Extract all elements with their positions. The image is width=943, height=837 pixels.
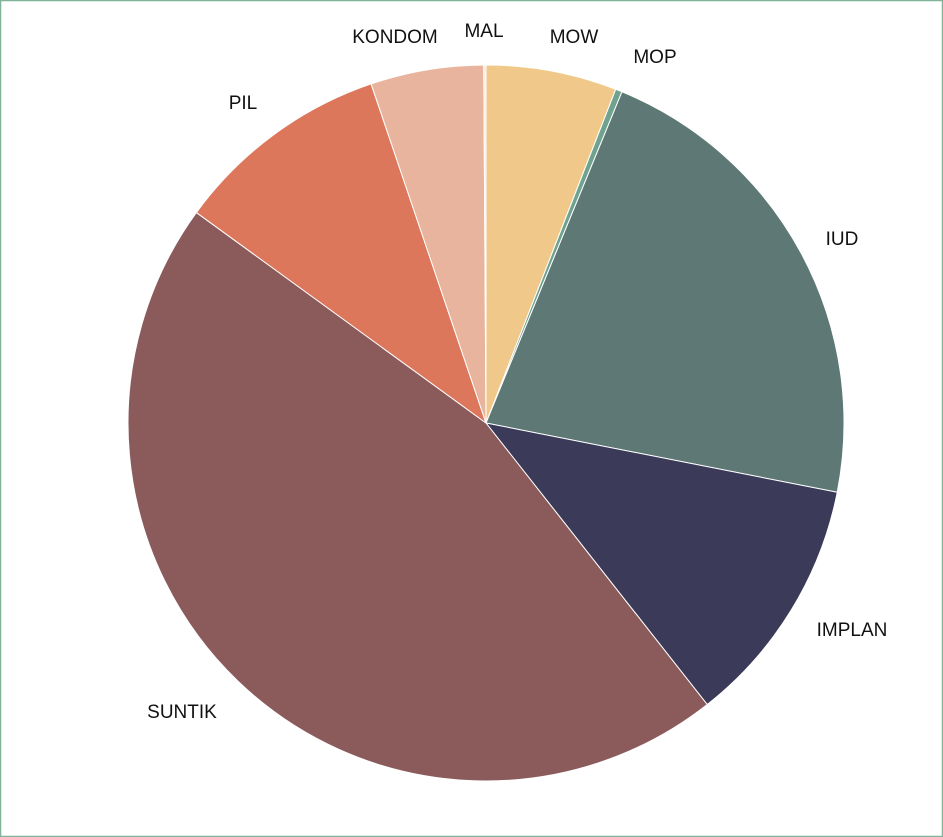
pie-slice (483, 64, 487, 424)
slice-label: IMPLAN (817, 620, 888, 641)
pie-slice (484, 422, 838, 706)
slice-label: PIL (229, 93, 258, 114)
slice-label: MOW (550, 27, 599, 48)
slice-label: IUD (826, 229, 859, 250)
pie-slice (127, 211, 708, 782)
slice-label: KONDOM (352, 27, 438, 48)
pie-slice (485, 91, 845, 493)
pie-slice (485, 64, 617, 424)
pie-slice (195, 83, 487, 425)
slice-label: SUNTIK (147, 702, 217, 723)
slice-label: MOP (633, 47, 676, 68)
slice-label: MAL (464, 21, 503, 42)
